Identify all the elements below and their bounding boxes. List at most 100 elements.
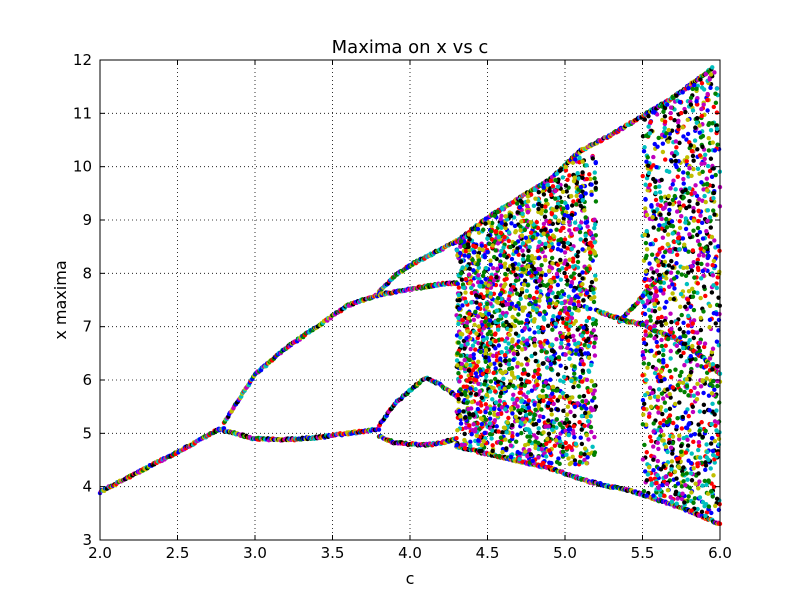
- data-point: [569, 378, 574, 384]
- data-point: [547, 219, 552, 225]
- data-point: [515, 210, 520, 215]
- data-point: [514, 291, 520, 296]
- data-point: [523, 426, 529, 432]
- data-point: [663, 444, 669, 450]
- data-point: [515, 360, 521, 366]
- data-point: [588, 296, 594, 302]
- data-point: [468, 439, 473, 445]
- data-point: [683, 410, 688, 415]
- data-point: [553, 438, 559, 443]
- data-point: [688, 471, 694, 476]
- data-point: [648, 404, 654, 410]
- data-point: [563, 365, 569, 371]
- data-point: [567, 257, 572, 262]
- data-point: [660, 149, 666, 155]
- data-point: [554, 205, 560, 210]
- data-point: [518, 296, 523, 302]
- data-point: [539, 348, 544, 354]
- data-point: [549, 407, 554, 413]
- data-point: [519, 273, 524, 278]
- data-point: [709, 234, 715, 240]
- data-point: [498, 363, 503, 368]
- data-point: [473, 309, 478, 314]
- data-point: [504, 430, 509, 435]
- data-point: [683, 226, 689, 232]
- data-point: [662, 400, 668, 405]
- data-point: [568, 445, 574, 450]
- data-point: [677, 225, 683, 231]
- data-point: [646, 170, 652, 176]
- data-point: [592, 353, 598, 358]
- data-point: [693, 481, 698, 486]
- data-point: [526, 248, 531, 254]
- data-point: [644, 159, 649, 164]
- data-point: [710, 362, 716, 367]
- data-point: [524, 362, 530, 367]
- data-point: [586, 315, 592, 321]
- data-point: [567, 350, 572, 355]
- data-point: [662, 305, 667, 310]
- data-point: [664, 363, 669, 369]
- data-point: [583, 410, 588, 416]
- data-point: [678, 353, 684, 359]
- data-point: [494, 308, 500, 313]
- data-point: [553, 321, 558, 326]
- data-point: [548, 297, 553, 303]
- data-point: [560, 316, 565, 321]
- data-point: [545, 323, 551, 329]
- data-point: [546, 268, 552, 274]
- data-point: [473, 365, 478, 370]
- data-point: [456, 292, 461, 298]
- data-point: [474, 433, 479, 439]
- data-point: [575, 171, 580, 176]
- data-point: [525, 313, 531, 318]
- data-point: [571, 288, 576, 293]
- data-point: [492, 418, 498, 423]
- data-point: [578, 374, 583, 380]
- data-point: [471, 355, 477, 361]
- data-point: [518, 228, 523, 233]
- data-point: [456, 371, 461, 376]
- data-point: [543, 272, 548, 278]
- data-point: [567, 305, 572, 311]
- data-point: [490, 220, 495, 226]
- data-point: [512, 223, 518, 229]
- data-point: [466, 407, 471, 412]
- data-point: [569, 274, 574, 279]
- data-point: [496, 317, 501, 323]
- data-point: [588, 424, 594, 430]
- data-point: [458, 414, 463, 419]
- data-point: [463, 299, 469, 305]
- data-point: [705, 208, 711, 213]
- data-point: [669, 375, 674, 380]
- data-point: [551, 401, 556, 407]
- data-point: [714, 496, 720, 502]
- data-point: [461, 285, 467, 290]
- data-point: [536, 189, 541, 195]
- data-point: [693, 183, 698, 188]
- data-point: [688, 433, 694, 438]
- data-point: [548, 361, 554, 367]
- data-point: [656, 446, 661, 452]
- data-point: [690, 409, 696, 415]
- data-point: [695, 225, 701, 231]
- data-point: [545, 292, 551, 297]
- data-point: [561, 240, 567, 246]
- data-point: [503, 369, 508, 375]
- data-point: [502, 386, 507, 391]
- data-point: [493, 366, 498, 371]
- data-point: [541, 398, 546, 404]
- data-point: [493, 346, 498, 351]
- data-point: [474, 331, 479, 336]
- data-point: [555, 247, 561, 252]
- data-point: [542, 214, 548, 220]
- data-point: [646, 465, 652, 470]
- data-point: [549, 192, 554, 198]
- data-point: [685, 443, 691, 448]
- data-point: [489, 314, 495, 319]
- data-point: [522, 278, 528, 283]
- data-point: [592, 395, 597, 401]
- data-point: [473, 347, 478, 352]
- data-point: [592, 170, 597, 175]
